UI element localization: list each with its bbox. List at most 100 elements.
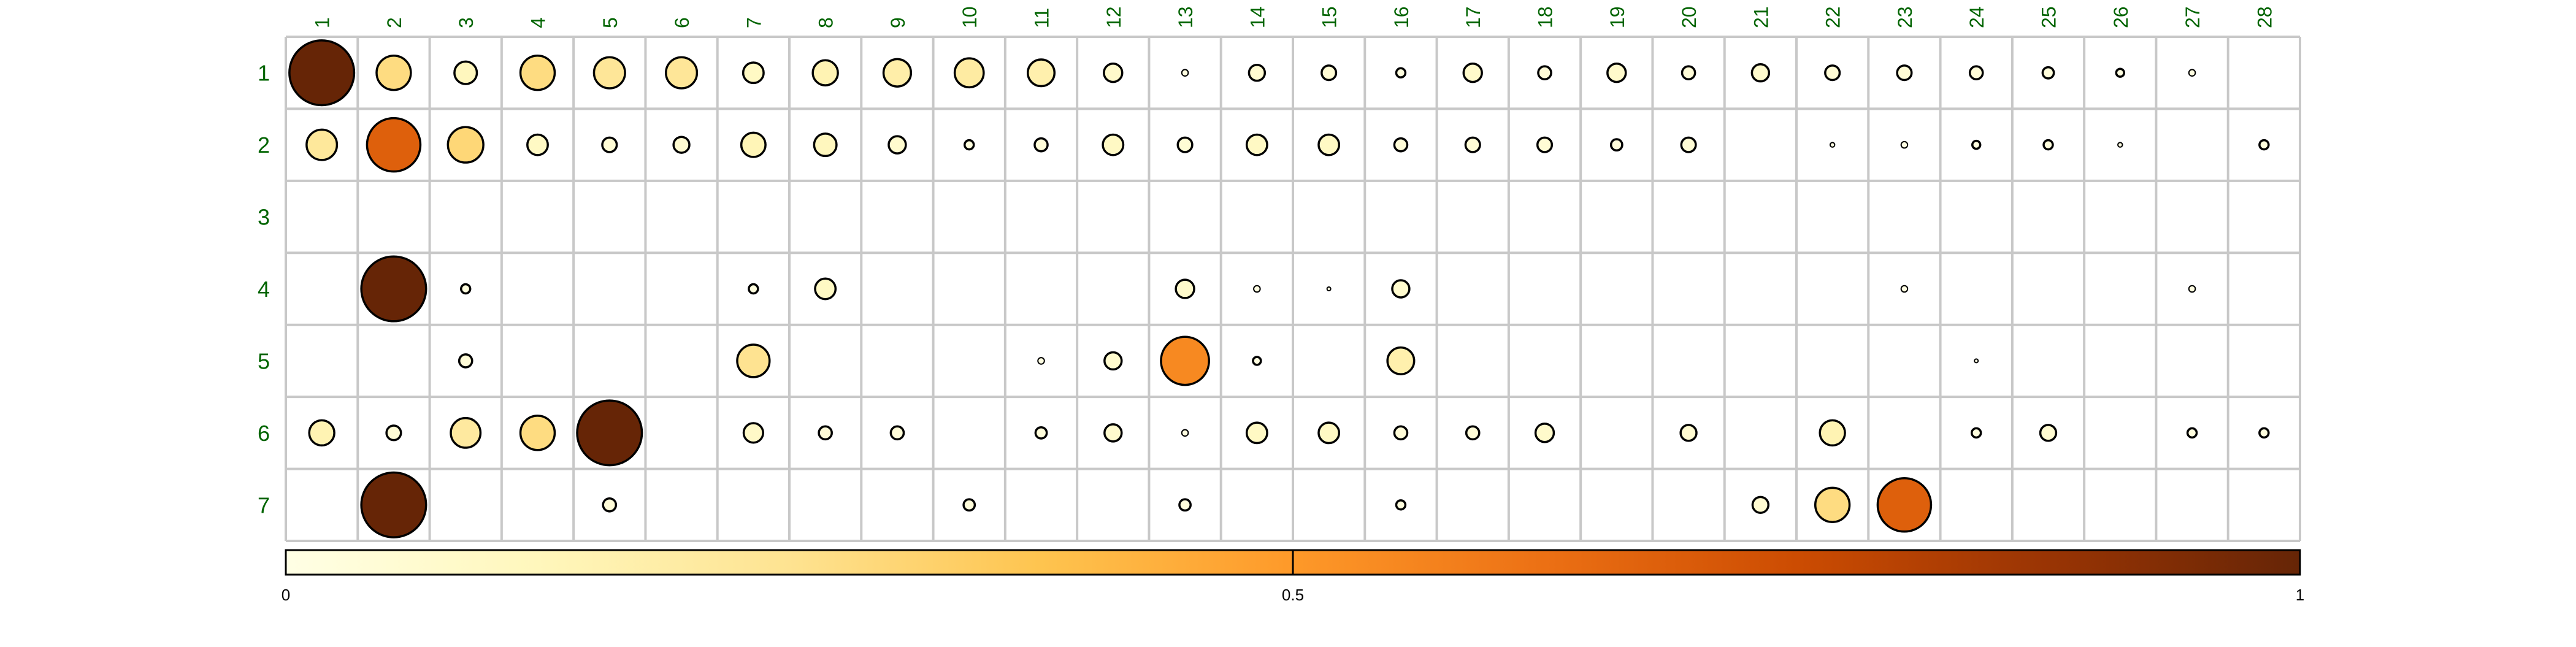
corr-circle-r4-c23 [1900,285,1909,293]
corr-circle-r7-c23 [1876,477,1933,533]
x-tick-label: 11 [1031,8,1053,28]
corr-circle-r4-c8 [814,277,837,301]
corr-circle-r2-c25 [2042,139,2054,151]
x-tick-label: 21 [1750,6,1772,28]
corr-circle-r6-c15 [1317,421,1341,445]
corr-circle-r6-c17 [1465,425,1481,441]
corr-circle-r7-c22 [1814,486,1851,523]
x-tick-label: 6 [671,17,693,28]
corr-circle-r5-c3 [458,353,473,369]
x-tick-label: 1 [312,17,334,28]
corr-circle-r6-c18 [1534,423,1555,443]
corr-circle-r2-c18 [1536,136,1554,153]
corr-circle-r2-c23 [1900,140,1909,149]
corr-circle-r1-c24 [1968,65,1984,81]
corr-circle-r4-c27 [2188,285,2196,293]
x-tick-label: 8 [815,17,837,28]
corr-circle-r2-c11 [1033,137,1049,153]
x-tick-label: 2 [383,17,405,28]
corr-circle-r6-c5 [576,399,643,467]
x-tick-label: 3 [455,17,477,28]
corr-circle-r2-c28 [2258,139,2270,151]
corr-circle-r6-c7 [742,422,764,444]
corr-circle-r7-c5 [602,497,618,513]
corr-circle-r2-c12 [1102,133,1125,156]
corr-circle-r6-c14 [1245,421,1268,445]
corr-circle-r1-c7 [742,61,765,85]
y-tick-label: 2 [258,132,270,158]
corr-circle-r5-c13 [1160,335,1210,386]
corr-circle-r1-c14 [1248,64,1267,82]
x-tick-label: 12 [1103,6,1125,28]
corr-circle-r6-c28 [2258,427,2270,439]
y-tick-label: 5 [258,348,270,373]
corr-circle-r6-c4 [519,415,556,451]
corr-circle-r1-c8 [811,59,839,86]
corr-circle-r1-c10 [953,57,985,89]
corr-circle-r2-c6 [672,136,691,154]
corr-circle-r1-c22 [1824,64,1841,82]
corr-circle-r5-c12 [1103,351,1123,371]
corr-circle-r1-c11 [1026,58,1056,88]
x-tick-label: 24 [1966,6,1988,28]
corr-circle-r6-c25 [2039,424,2058,442]
x-tick-label: 23 [1894,6,1916,28]
x-tick-label: 25 [2038,6,2060,28]
colorbar-tick-label: 0 [282,586,290,604]
corr-circle-r2-c3 [447,126,485,164]
corr-circle-r6-c16 [1393,425,1409,441]
corr-circle-r6-c13 [1181,429,1189,437]
y-tick-label: 3 [258,205,270,230]
x-tick-label: 5 [599,17,621,28]
corr-circle-r1-c17 [1462,63,1483,83]
corr-circle-r6-c8 [818,425,833,441]
corr-circle-r1-c26 [2115,67,2125,78]
corr-circle-r1-c12 [1103,63,1124,83]
colorbar-tick-label: 1 [2296,586,2304,604]
y-tick-label: 6 [258,421,270,446]
corr-circle-r5-c14 [1252,356,1262,366]
corr-circle-r2-c24 [1971,139,1982,150]
x-tick-label: 28 [2253,6,2275,28]
corr-circle-r1-c21 [1750,63,1771,83]
corr-circle-r1-c13 [1181,69,1189,77]
x-tick-label: 15 [1319,6,1341,28]
corr-circle-r2-c2 [366,117,422,173]
corr-circle-r7-c10 [962,498,976,512]
corr-circle-r5-c16 [1386,346,1416,375]
corr-circle-r4-c15 [1326,286,1332,291]
y-tick-label: 4 [258,277,270,302]
corr-circle-r6-c27 [2186,427,2198,439]
corr-circle-r1-c2 [375,55,412,91]
corr-circle-r2-c19 [1609,138,1623,152]
corr-circle-r5-c7 [736,343,771,378]
y-tick-labels: 1 2 3 4 5 6 7 [258,61,270,518]
corr-circle-r5-c11 [1037,357,1045,365]
corr-circle-r2-c26 [2117,142,2123,148]
corr-circle-r2-c8 [813,132,838,158]
x-tick-label: 14 [1246,6,1268,28]
x-tick-label: 16 [1390,6,1413,28]
corr-circle-r2-c22 [1829,142,1836,148]
corr-circle-r1-c4 [519,55,556,91]
corr-circle-r2-c16 [1393,137,1409,153]
corr-circle-r6-c12 [1103,423,1123,443]
corr-circle-r6-c20 [1679,424,1698,442]
corr-circle-r6-c22 [1819,419,1846,447]
corr-circle-r2-c17 [1464,136,1481,153]
y-tick-label: 1 [258,61,270,86]
corr-circle-r7-c21 [1751,496,1770,514]
x-tick-label: 22 [1822,6,1844,28]
corr-circle-r1-c19 [1606,63,1627,83]
corr-circle-r1-c3 [453,60,478,85]
corr-circle-r4-c2 [360,255,427,323]
corr-circle-r4-c16 [1391,279,1411,299]
x-tick-label: 18 [1535,6,1557,28]
corr-circle-r6-c2 [385,424,402,442]
corr-circle-r1-c6 [665,56,699,90]
circle-layer [288,39,2270,538]
y-tick-label: 7 [258,492,270,518]
x-tick-label: 7 [743,17,765,28]
x-tick-labels: 1 2 3 4 5 6 7 8 9 10 11 12 13 14 15 16 17 18 19 20 21 22 23 24 2… [312,6,2276,28]
corr-circle-r2-c20 [1680,136,1697,153]
